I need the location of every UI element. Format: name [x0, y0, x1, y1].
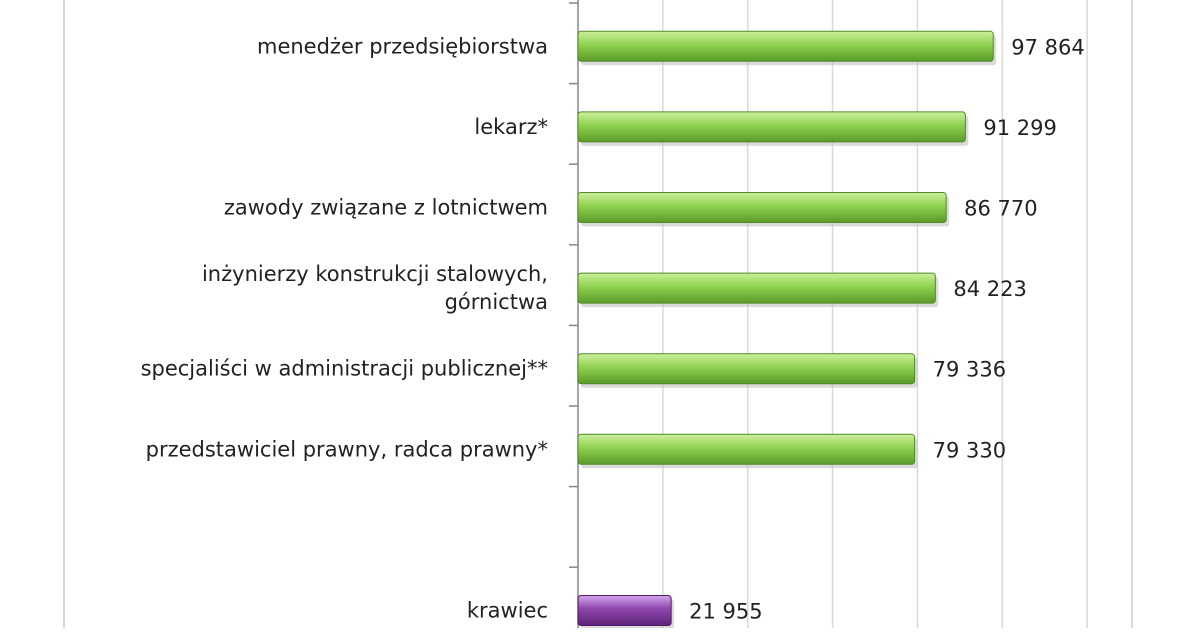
bar — [577, 433, 916, 465]
category-axis — [569, 0, 579, 628]
data-label: 97 864 — [1011, 35, 1084, 59]
data-label: 21 955 — [689, 600, 762, 624]
bars — [577, 30, 997, 630]
category-label: lekarz* — [474, 115, 548, 139]
category-label: zawody związane z lotnictwem — [224, 196, 548, 220]
bar — [577, 111, 966, 143]
bar — [577, 30, 994, 62]
gridlines — [662, 0, 1088, 628]
data-label: 84 223 — [953, 277, 1026, 301]
category-label: specjaliści w administracji publicznej** — [141, 357, 548, 381]
category-label: krawiec — [467, 599, 548, 623]
data-label: 79 336 — [933, 358, 1006, 382]
bar — [577, 272, 936, 304]
data-label: 79 330 — [933, 438, 1006, 462]
category-label: przedstawiciel prawny, radca prawny* — [146, 437, 548, 461]
category-label: inżynierzy konstrukcji stalowych, górnict… — [202, 262, 548, 314]
category-label: menedżer przedsiębiorstwa — [257, 34, 548, 58]
bar — [577, 595, 672, 626]
bar — [577, 192, 947, 223]
bar — [577, 353, 916, 385]
data-labels: 97 864 91 299 86 770 84 223 79 336 79 330 21 9… — [689, 35, 1085, 623]
data-label: 86 770 — [964, 197, 1037, 221]
category-labels: menedżer przedsiębiorstwa lekarz* zawody z… — [141, 34, 548, 622]
data-label: 91 299 — [983, 116, 1056, 140]
plot-frame — [63, 0, 1133, 628]
